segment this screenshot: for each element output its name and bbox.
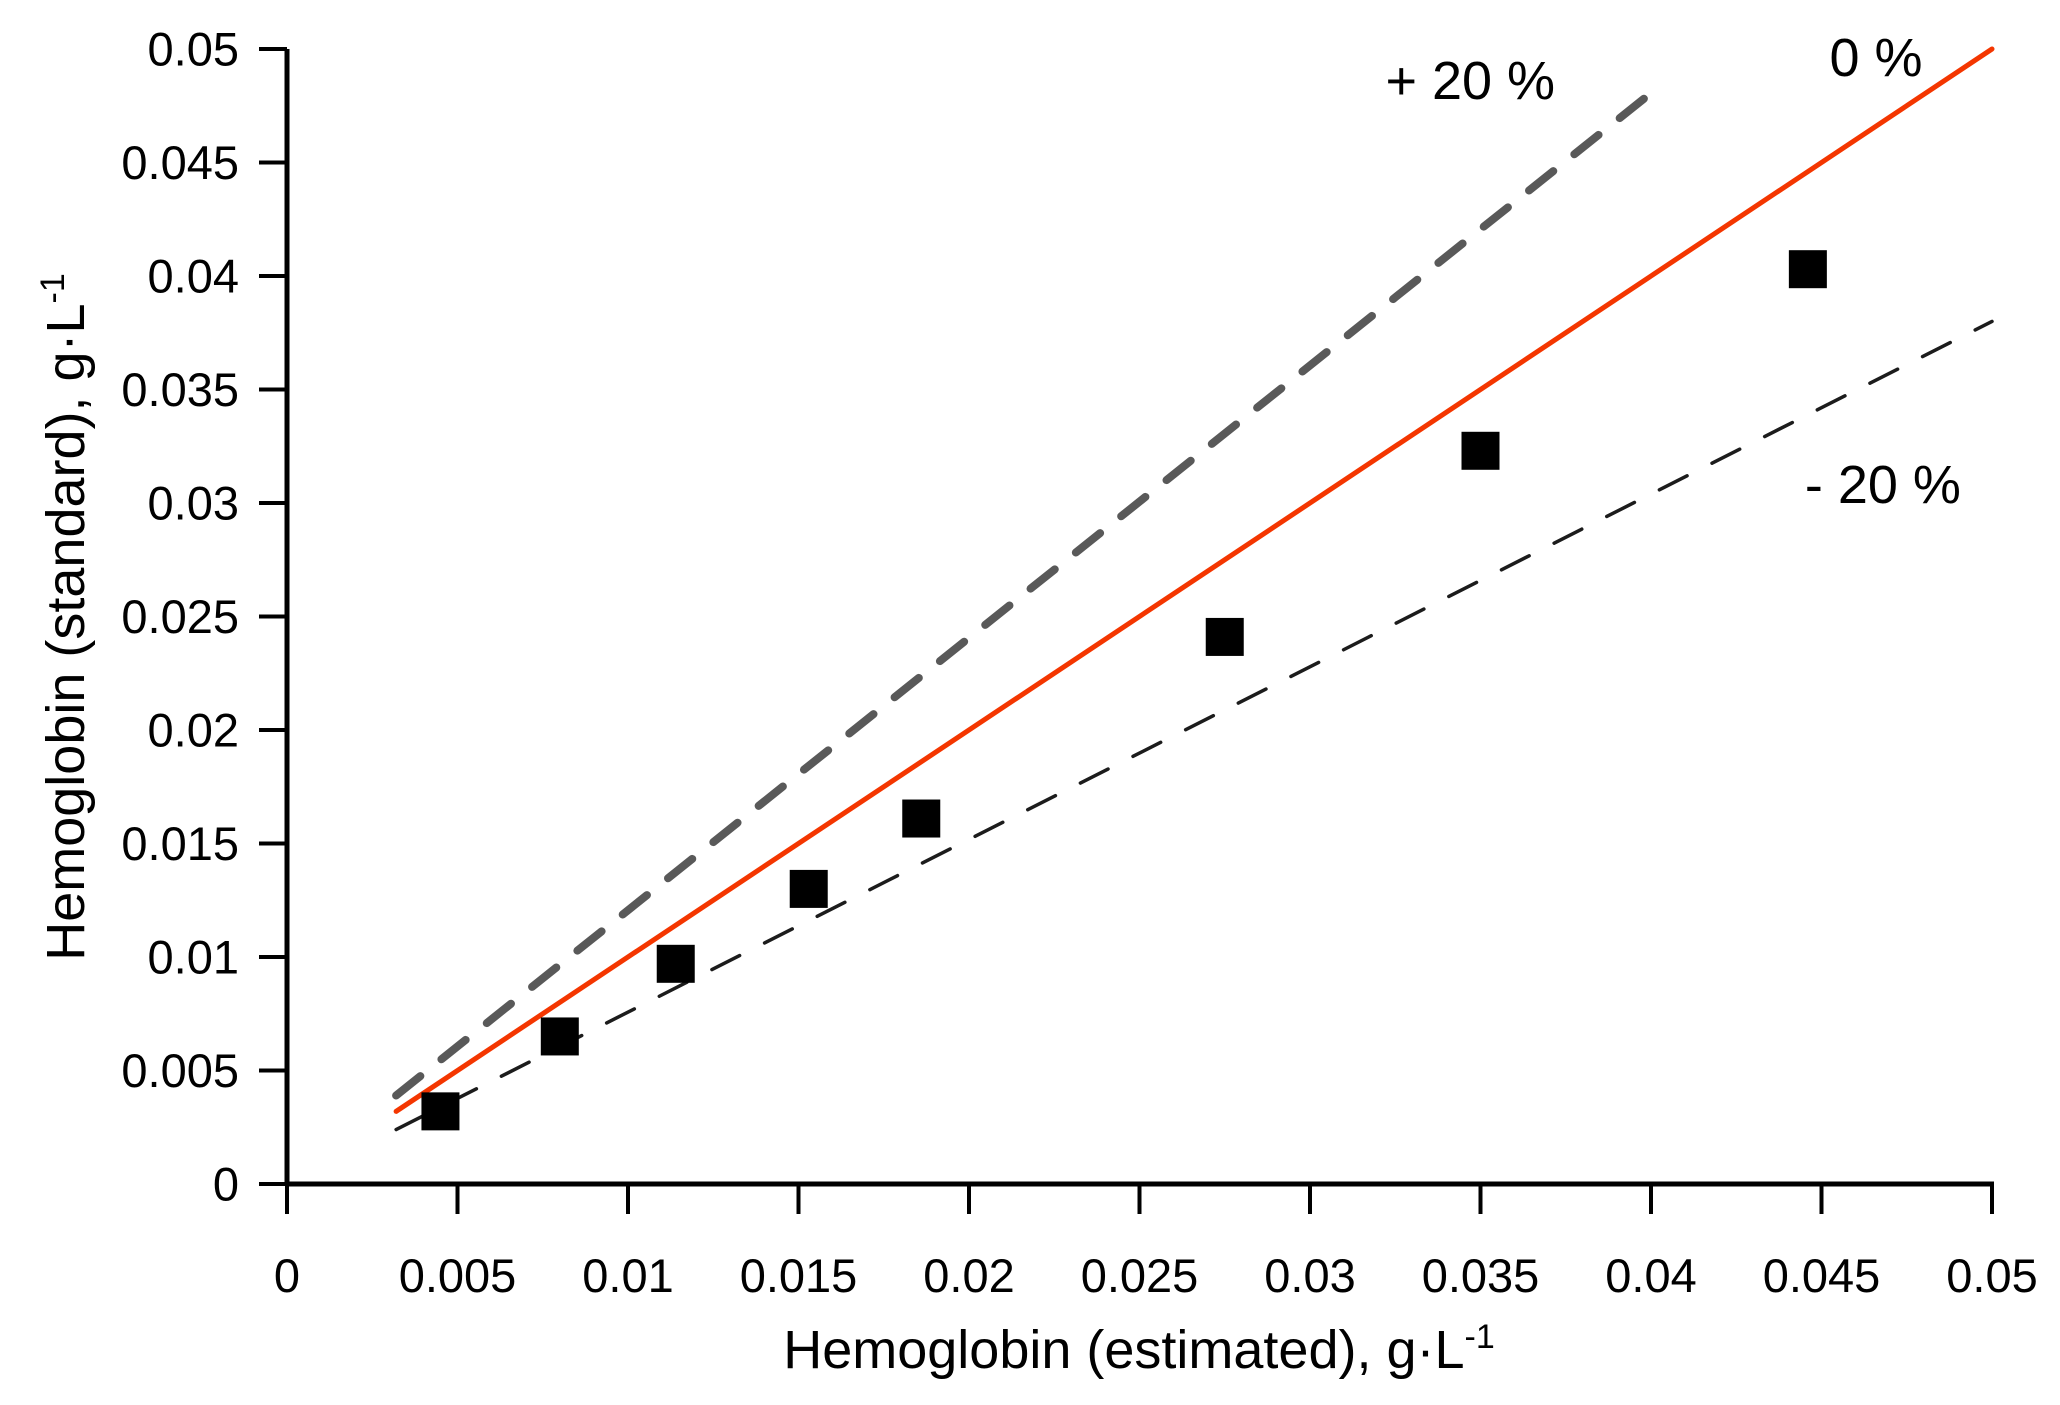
data-point: [1205, 617, 1244, 656]
y-tick-label: 0.03: [148, 477, 239, 530]
y-tick-label: 0.005: [121, 1044, 239, 1097]
x-tick-label: 0.03: [1264, 1249, 1355, 1302]
data-point: [1788, 250, 1827, 289]
x-tick-label: 0.045: [1763, 1249, 1881, 1302]
y-tick-label: 0.02: [148, 704, 239, 757]
x-tick-label: 0.01: [582, 1249, 673, 1302]
y-tick-label: 0: [213, 1158, 239, 1211]
x-tick-label: 0.05: [1946, 1249, 2037, 1302]
x-tick-label: 0.02: [923, 1249, 1014, 1302]
y-tick-label: 0.01: [148, 931, 239, 984]
data-point: [656, 944, 695, 983]
x-tick-label: 0.015: [740, 1249, 858, 1302]
data-point: [1461, 431, 1500, 470]
x-tick-label: 0.005: [399, 1249, 517, 1302]
data-point: [421, 1092, 460, 1131]
data-point: [540, 1017, 579, 1056]
y-tick-label: 0.05: [148, 23, 239, 76]
x-tick-label: 0.025: [1081, 1249, 1199, 1302]
minus20-label: - 20 %: [1805, 455, 1961, 515]
y-tick-label: 0.035: [121, 363, 239, 416]
y-tick-label: 0.025: [121, 590, 239, 643]
minus20-line: [394, 319, 1994, 1132]
y-tick-label: 0.015: [121, 817, 239, 870]
x-tick-label: 0: [274, 1249, 300, 1302]
zero-line: [393, 46, 1995, 1114]
x-tick-label: 0.035: [1422, 1249, 1540, 1302]
zero-label: 0 %: [1830, 28, 1923, 88]
x-axis-title: Hemoglobin (estimated), g·L-1: [783, 1318, 1495, 1380]
data-point: [789, 869, 828, 908]
y-axis-title: Hemoglobin (standard), g·L-1: [34, 273, 96, 961]
data-point: [902, 799, 941, 838]
plus20-label: + 20 %: [1385, 51, 1555, 111]
y-tick-label: 0.04: [148, 250, 239, 303]
x-tick-label: 0.04: [1605, 1249, 1696, 1302]
y-tick-label: 0.045: [121, 136, 239, 189]
plus20-line: [392, 83, 1662, 1100]
